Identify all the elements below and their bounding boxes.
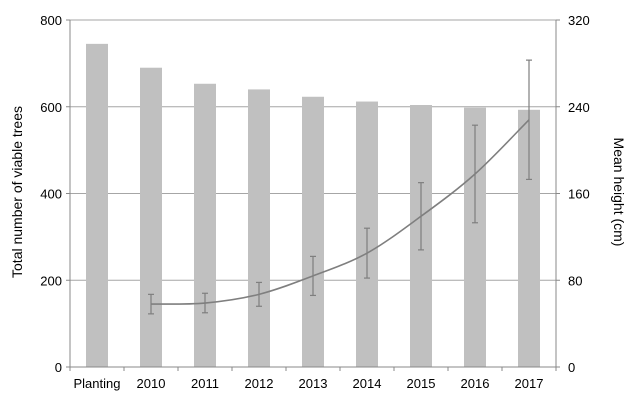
bar bbox=[194, 83, 216, 367]
bar bbox=[464, 107, 486, 368]
y2-tick-label: 80 bbox=[568, 273, 582, 288]
bar bbox=[140, 67, 162, 368]
y-tick-label: 600 bbox=[40, 100, 62, 115]
x-tick-label: 2014 bbox=[353, 376, 382, 391]
tick-labels: 0 200 400 600 800 0 80 160 240 320 Planting 2010 201… bbox=[40, 13, 589, 391]
x-tick-label: Planting bbox=[74, 376, 121, 391]
x-tick-label: 2010 bbox=[137, 376, 166, 391]
x-tick-label: 2013 bbox=[299, 376, 328, 391]
bar bbox=[518, 109, 540, 367]
bar bbox=[86, 43, 108, 367]
x-tick-label: 2011 bbox=[191, 376, 219, 391]
y-tick-label: 800 bbox=[40, 13, 62, 28]
y2-tick-label: 240 bbox=[568, 100, 590, 115]
height-line bbox=[150, 119, 530, 305]
y2-tick-label: 320 bbox=[568, 13, 590, 28]
x-tick-label: 2015 bbox=[407, 376, 436, 391]
x-tick-label: 2012 bbox=[245, 376, 274, 391]
y-tick-label: 0 bbox=[55, 360, 62, 375]
y2-tick-label: 0 bbox=[568, 360, 575, 375]
y2-axis-title: Mean height (cm) bbox=[611, 138, 627, 247]
bar bbox=[302, 96, 324, 368]
y-axis-title: Total number of viable trees bbox=[9, 106, 25, 278]
bar bbox=[248, 89, 270, 368]
axes bbox=[66, 19, 560, 371]
y2-tick-label: 160 bbox=[568, 187, 590, 202]
y-tick-label: 400 bbox=[40, 187, 62, 202]
x-tick-label: 2017 bbox=[515, 376, 544, 391]
height-line-path bbox=[150, 119, 530, 305]
x-tick-label: 2016 bbox=[461, 376, 490, 391]
y-tick-label: 200 bbox=[40, 273, 62, 288]
bar-series bbox=[86, 43, 540, 368]
